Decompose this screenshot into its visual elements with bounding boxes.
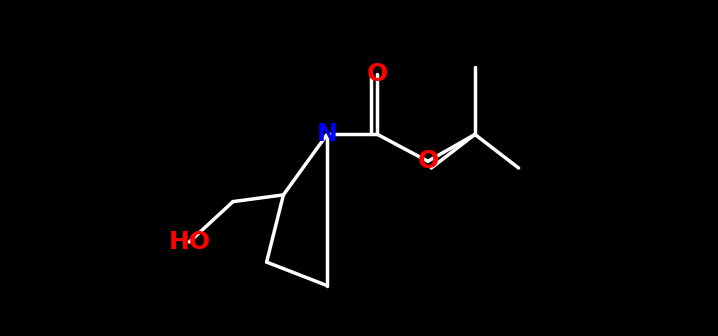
Text: O: O bbox=[417, 149, 439, 173]
Text: N: N bbox=[317, 122, 337, 146]
Text: HO: HO bbox=[168, 230, 210, 254]
Text: O: O bbox=[367, 62, 388, 86]
